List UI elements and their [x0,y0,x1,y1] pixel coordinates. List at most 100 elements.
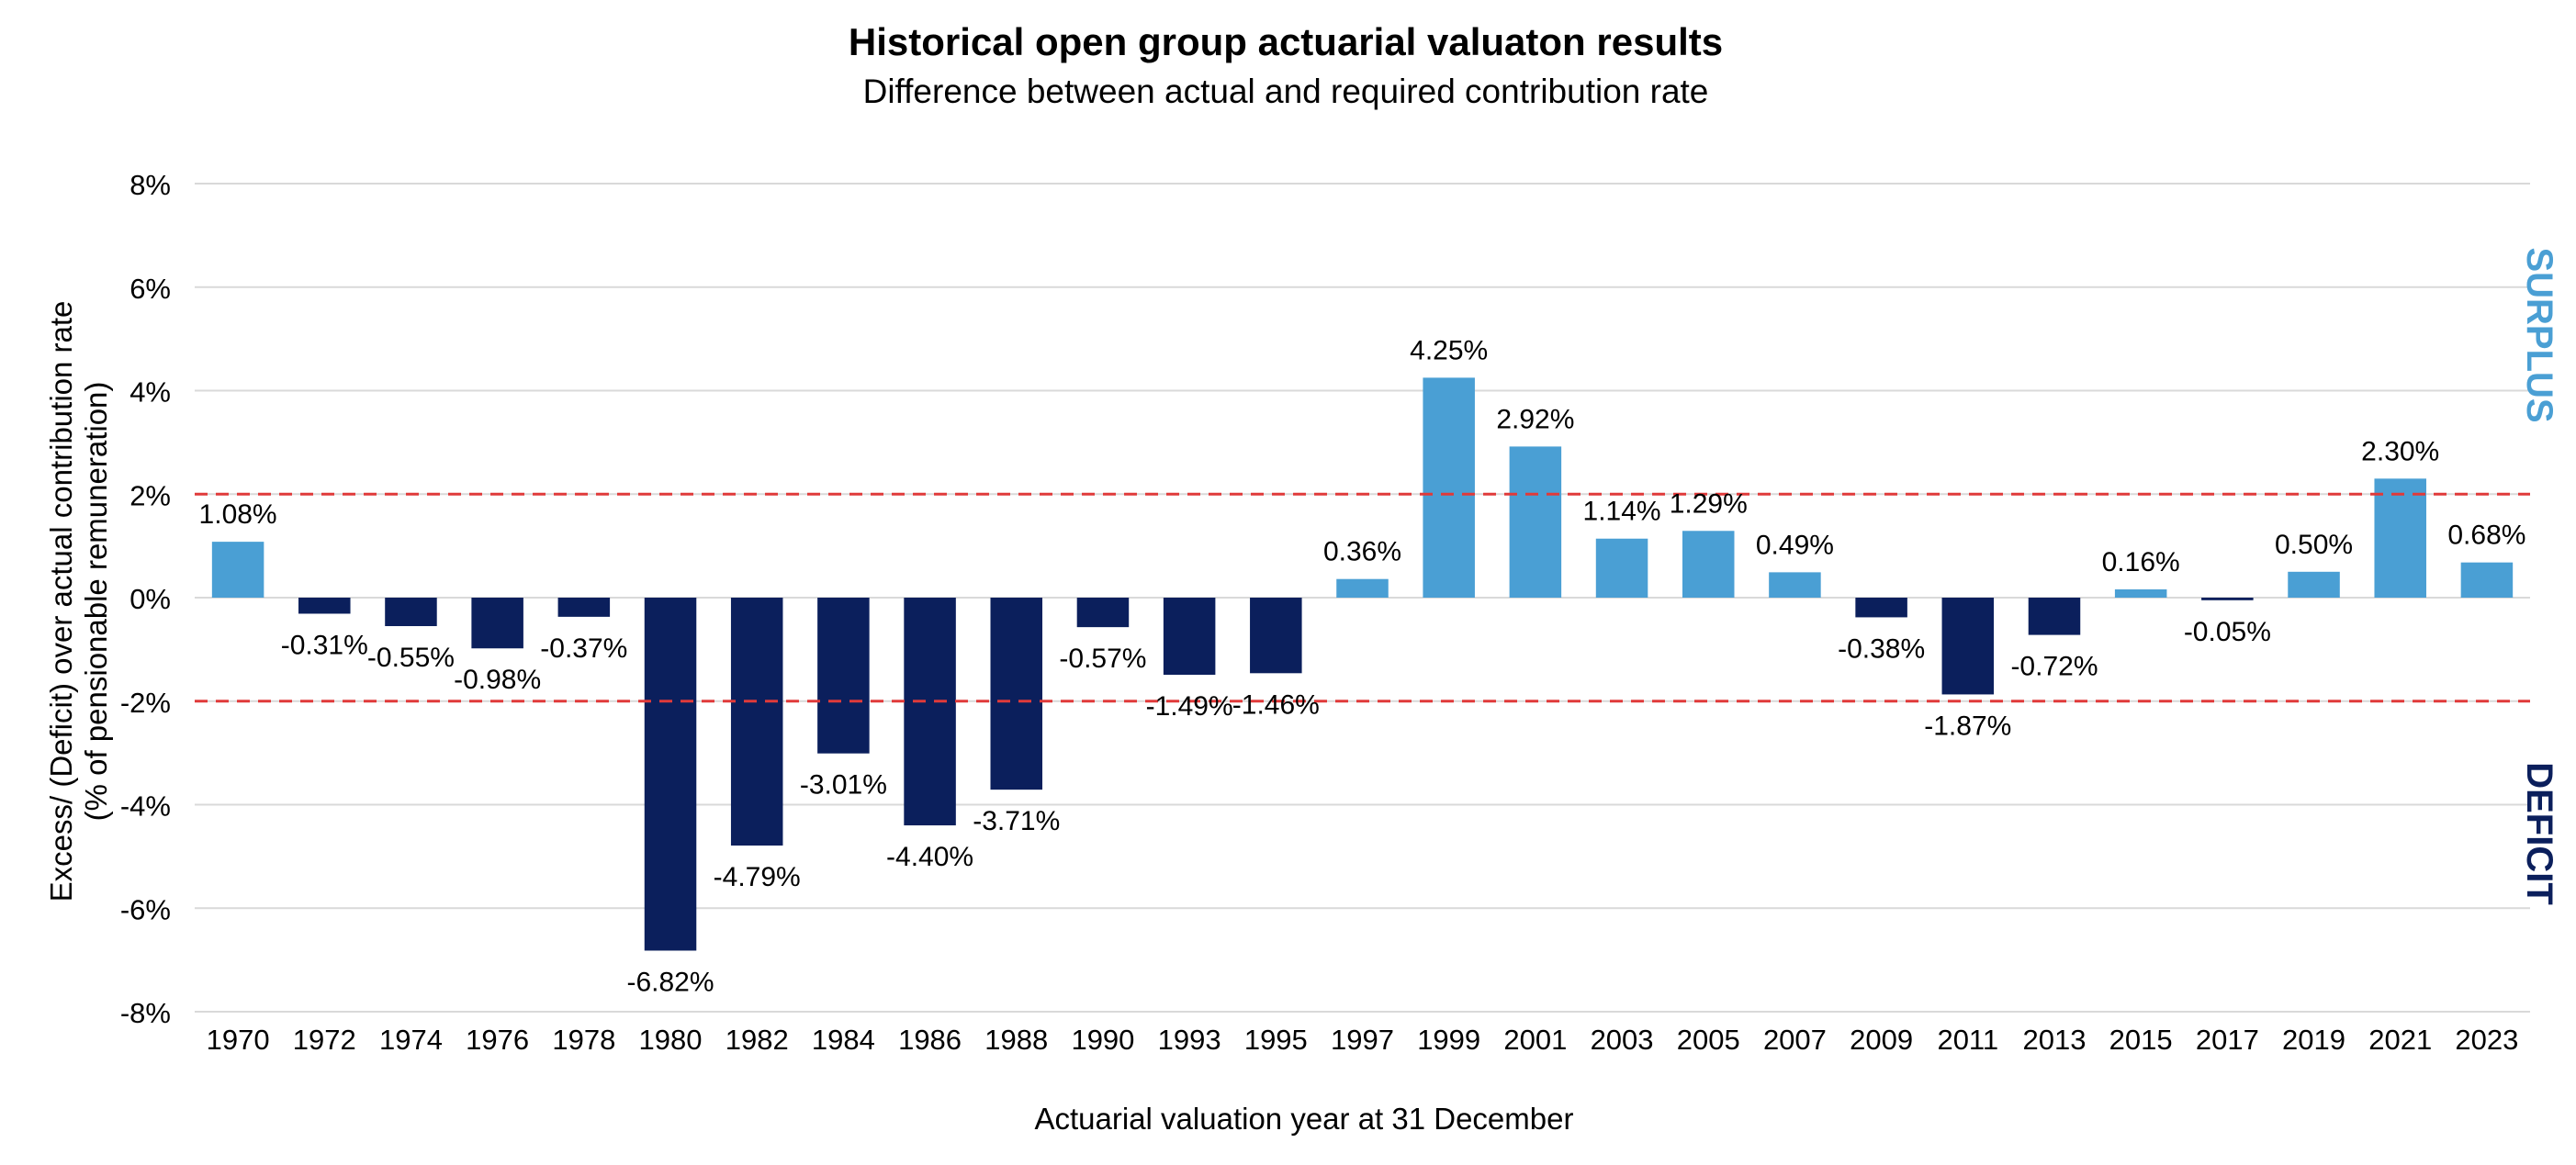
y-tick-label: -2% [120,687,171,719]
bar [1682,531,1735,598]
x-tick-label: 2003 [1591,1024,1654,1056]
x-tick-label: 1986 [898,1024,962,1056]
x-tick-label: 1970 [207,1024,270,1056]
y-tick-label: 0% [129,583,171,615]
bar [2028,598,2081,635]
x-axis-label: Actuarial valuation year at 31 December [1035,1102,1574,1136]
bar [1163,598,1216,675]
bar [1855,598,1907,618]
bar [1076,598,1130,628]
bar [644,598,697,951]
x-tick-label: 1995 [1244,1024,1308,1056]
bar [817,598,870,754]
x-tick-label: 2015 [2109,1024,2173,1056]
chart-title: Historical open group actuarial valuaton… [849,20,1723,63]
data-label: -3.01% [800,770,887,801]
y-tick-label: -6% [120,893,171,925]
data-label: -0.72% [2010,652,2098,682]
x-tick-label: 2013 [2022,1024,2086,1056]
data-label: 4.25% [1410,335,1488,365]
data-label: 0.68% [2447,521,2525,551]
bar [730,598,783,846]
data-label: -1.46% [1232,689,1320,720]
bar [1941,598,1995,695]
chart-subtitle: Difference between actual and required c… [863,73,1709,110]
deficit-region-label: DEFICIT [2519,762,2559,905]
bar [1769,572,1821,598]
data-label: -0.57% [1059,644,1146,674]
surplus-region-label: SURPLUS [2519,247,2559,422]
y-tick-label: -4% [120,790,171,823]
x-tick-label: 2007 [1763,1024,1827,1056]
bar [1250,598,1302,674]
data-label: -0.31% [281,630,368,660]
data-label: -1.49% [1146,691,1233,722]
y-tick-label: 8% [129,169,171,201]
bars [211,377,2514,951]
bar [471,598,523,649]
data-label: 0.50% [2275,530,2353,560]
bar [298,598,351,614]
data-label: -0.37% [540,633,627,664]
y-tick-label: 2% [129,479,171,511]
data-label: 0.49% [1756,530,1834,560]
y-axis-label-line2: (% of pensionable remuneration) [79,382,113,822]
x-tick-label: 1999 [1417,1024,1480,1056]
data-label: 1.08% [199,499,277,530]
x-tick-label: 1974 [379,1024,443,1056]
x-tick-label: 1980 [639,1024,703,1056]
data-label: 1.14% [1583,497,1661,527]
reference-lines [195,492,2530,703]
x-tick-label: 2005 [1677,1024,1740,1056]
data-label: -0.38% [1838,633,1925,664]
data-label: -6.82% [626,967,714,997]
data-label: 0.16% [2102,547,2180,577]
y-tick-label: -8% [120,997,171,1029]
bar [904,598,956,826]
bar [2288,571,2340,598]
x-axis-ticks: 1970 1972 1974 1976 1978 1980 1982 1984 1986 1988… [207,1024,2519,1056]
bar [385,598,437,627]
x-tick-label: 1993 [1158,1024,1221,1056]
x-tick-label: 2021 [2368,1024,2432,1056]
x-tick-label: 2009 [1850,1024,1913,1056]
x-tick-label: 2019 [2282,1024,2345,1056]
y-tick-label: 6% [129,273,171,305]
x-tick-label: 1972 [293,1024,356,1056]
bar [990,598,1043,790]
x-tick-label: 1990 [1071,1024,1134,1056]
data-label: 1.29% [1670,488,1748,519]
data-label: -0.98% [454,665,541,695]
x-tick-label: 1984 [812,1024,875,1056]
x-tick-label: 1997 [1331,1024,1394,1056]
bar [557,598,611,617]
x-tick-label: 1988 [984,1024,1048,1056]
x-tick-label: 1982 [726,1024,789,1056]
data-label: 0.36% [1323,537,1401,567]
y-axis-label-line1: Excess/ (Deficit) over actual contributi… [44,301,78,902]
bar [2114,588,2167,598]
y-tick-label: 4% [129,376,171,409]
bar [2374,478,2426,598]
x-tick-label: 1976 [466,1024,529,1056]
data-label: -4.40% [886,842,973,872]
data-labels: 1.08% -0.31% -0.55%-0.98%-0.37% -6.82% -4.79… [199,335,2526,997]
data-label: -4.79% [714,862,801,892]
bar [2201,598,2254,600]
data-label: -0.55% [367,643,455,673]
data-label: -1.87% [1924,711,2011,741]
data-label: 2.30% [2361,436,2439,466]
x-tick-label: 2011 [1937,1024,1998,1056]
x-tick-label: 1978 [552,1024,615,1056]
bar [2460,562,2514,598]
bar [211,542,264,598]
data-label: -3.71% [973,806,1060,836]
data-label: -0.05% [2184,617,2271,647]
bar [1336,578,1389,598]
x-tick-label: 2023 [2455,1024,2518,1056]
data-label: 2.92% [1496,404,1574,434]
bar [1423,377,1475,598]
x-tick-label: 2017 [2196,1024,2259,1056]
y-axis-ticks: -8% -6% -4% -2% 0% 2% 4% 6% 8% [120,169,171,1029]
